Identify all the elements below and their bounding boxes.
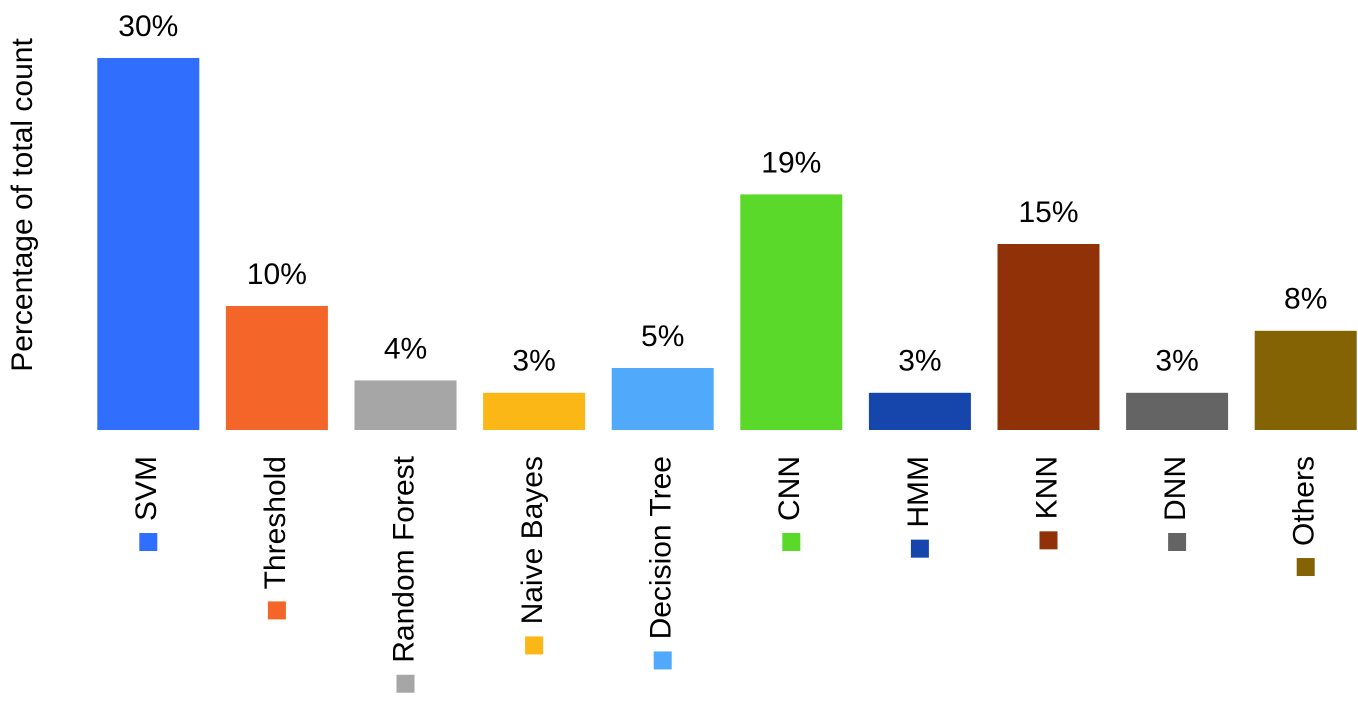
- x-tick-label: Random Forest: [387, 455, 420, 662]
- x-tick-label: CNN: [773, 456, 806, 521]
- legend-swatch: [525, 636, 544, 655]
- bar: [483, 392, 586, 430]
- bar: [611, 368, 714, 430]
- y-axis-label: Percentage of total count: [6, 38, 39, 372]
- x-tick-label: HMM: [902, 456, 935, 528]
- legend-swatch: [1168, 533, 1187, 551]
- x-tick-label: Decision Tree: [645, 456, 678, 639]
- x-tick-label: Others: [1288, 456, 1321, 546]
- data-label: 8%: [1284, 283, 1327, 316]
- legend-swatch: [139, 533, 158, 552]
- legend-swatch: [782, 533, 801, 551]
- data-label: 30%: [118, 10, 178, 43]
- bar: [1126, 392, 1229, 430]
- data-label: 5%: [641, 320, 684, 353]
- x-tick-label: SVM: [130, 456, 163, 521]
- x-tick-label: KNN: [1030, 456, 1063, 519]
- legend-swatch: [1296, 558, 1315, 577]
- bar: [868, 392, 971, 430]
- data-label: 3%: [1155, 345, 1198, 378]
- bar: [354, 380, 457, 430]
- data-label: 3%: [898, 345, 941, 378]
- bar: [740, 194, 843, 430]
- bar: [1254, 330, 1357, 430]
- data-label: 10%: [247, 258, 307, 291]
- legend-swatch: [267, 601, 286, 620]
- data-label: 3%: [512, 345, 555, 378]
- data-label: 15%: [1018, 196, 1078, 229]
- data-label: 4%: [384, 332, 427, 365]
- legend-swatch: [1039, 531, 1058, 550]
- bar: [225, 306, 328, 430]
- legend-swatch: [396, 674, 415, 693]
- legend-swatch: [910, 539, 929, 558]
- legend-swatch: [653, 651, 672, 670]
- x-tick-label: DNN: [1159, 456, 1192, 521]
- bar: [997, 244, 1100, 430]
- x-tick-label: Threshold: [259, 456, 292, 589]
- x-tick-label: Naive Bayes: [516, 456, 549, 624]
- data-label: 19%: [761, 146, 821, 179]
- bar: [97, 58, 200, 430]
